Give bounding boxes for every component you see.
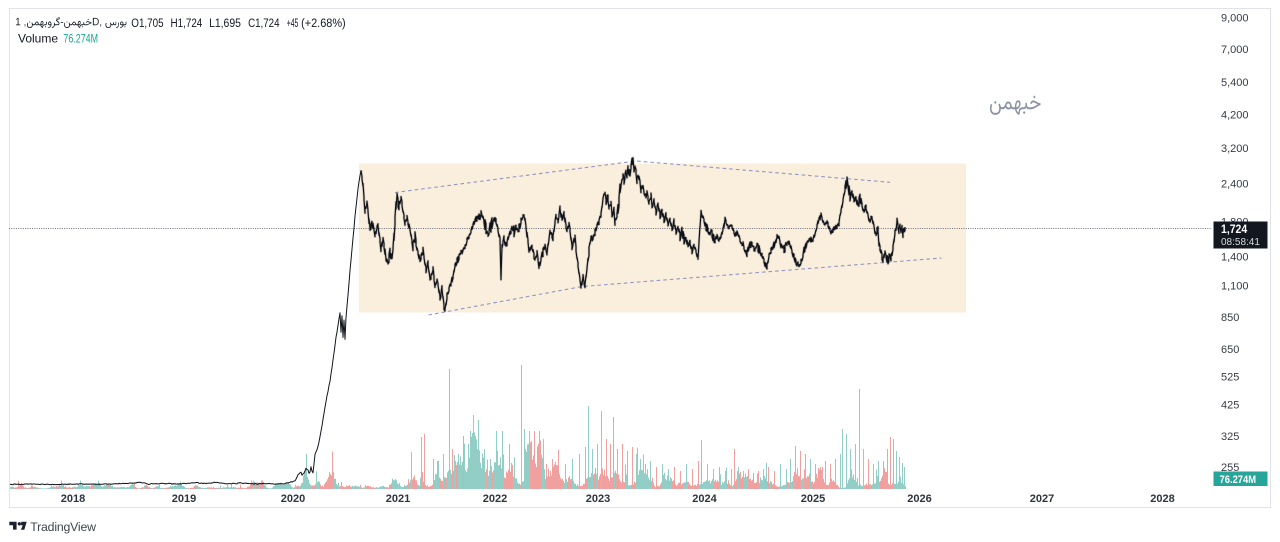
svg-text:2020: 2020 <box>281 493 305 505</box>
svg-text:2024: 2024 <box>692 493 717 505</box>
svg-text:O1,705: O1,705 <box>131 16 163 30</box>
svg-text:9,000: 9,000 <box>1221 13 1249 25</box>
svg-text:76.274M: 76.274M <box>1220 474 1257 486</box>
svg-text:1,100: 1,100 <box>1221 281 1249 293</box>
svg-text:08:58:41: 08:58:41 <box>1221 237 1260 248</box>
svg-text:C1,724: C1,724 <box>248 16 280 30</box>
svg-text:2026: 2026 <box>907 493 931 505</box>
svg-text:TradingView: TradingView <box>30 520 96 534</box>
svg-text:1,724: 1,724 <box>1221 222 1247 236</box>
svg-text:425: 425 <box>1221 400 1239 412</box>
svg-text:650: 650 <box>1221 344 1239 356</box>
svg-text:2027: 2027 <box>1030 493 1054 505</box>
svg-text:3,200: 3,200 <box>1221 143 1249 155</box>
svg-text:2022: 2022 <box>483 493 507 505</box>
svg-text:255: 255 <box>1221 462 1239 474</box>
svg-text:L1,695: L1,695 <box>209 16 241 30</box>
svg-text:7,000: 7,000 <box>1221 44 1249 56</box>
svg-text:(+2.68%): (+2.68%) <box>301 16 346 30</box>
svg-text:2018: 2018 <box>61 493 85 505</box>
svg-text:76.274M: 76.274M <box>63 32 98 46</box>
svg-text:4,200: 4,200 <box>1221 110 1249 122</box>
svg-text:850: 850 <box>1221 312 1239 324</box>
svg-text:Volume: Volume <box>18 32 58 46</box>
svg-text:2023: 2023 <box>586 493 610 505</box>
svg-text:1,400: 1,400 <box>1221 252 1249 264</box>
svg-text:2,400: 2,400 <box>1221 179 1249 191</box>
svg-text:H1,724: H1,724 <box>171 16 203 30</box>
svg-text:2025: 2025 <box>801 493 825 505</box>
svg-text:2028: 2028 <box>1150 493 1174 505</box>
svg-text:2019: 2019 <box>172 493 196 505</box>
svg-text:+45: +45 <box>287 16 299 30</box>
svg-text:2021: 2021 <box>386 493 410 505</box>
svg-text:525: 525 <box>1221 372 1239 384</box>
svg-text:325: 325 <box>1221 431 1239 443</box>
svg-text:5,400: 5,400 <box>1221 77 1249 89</box>
